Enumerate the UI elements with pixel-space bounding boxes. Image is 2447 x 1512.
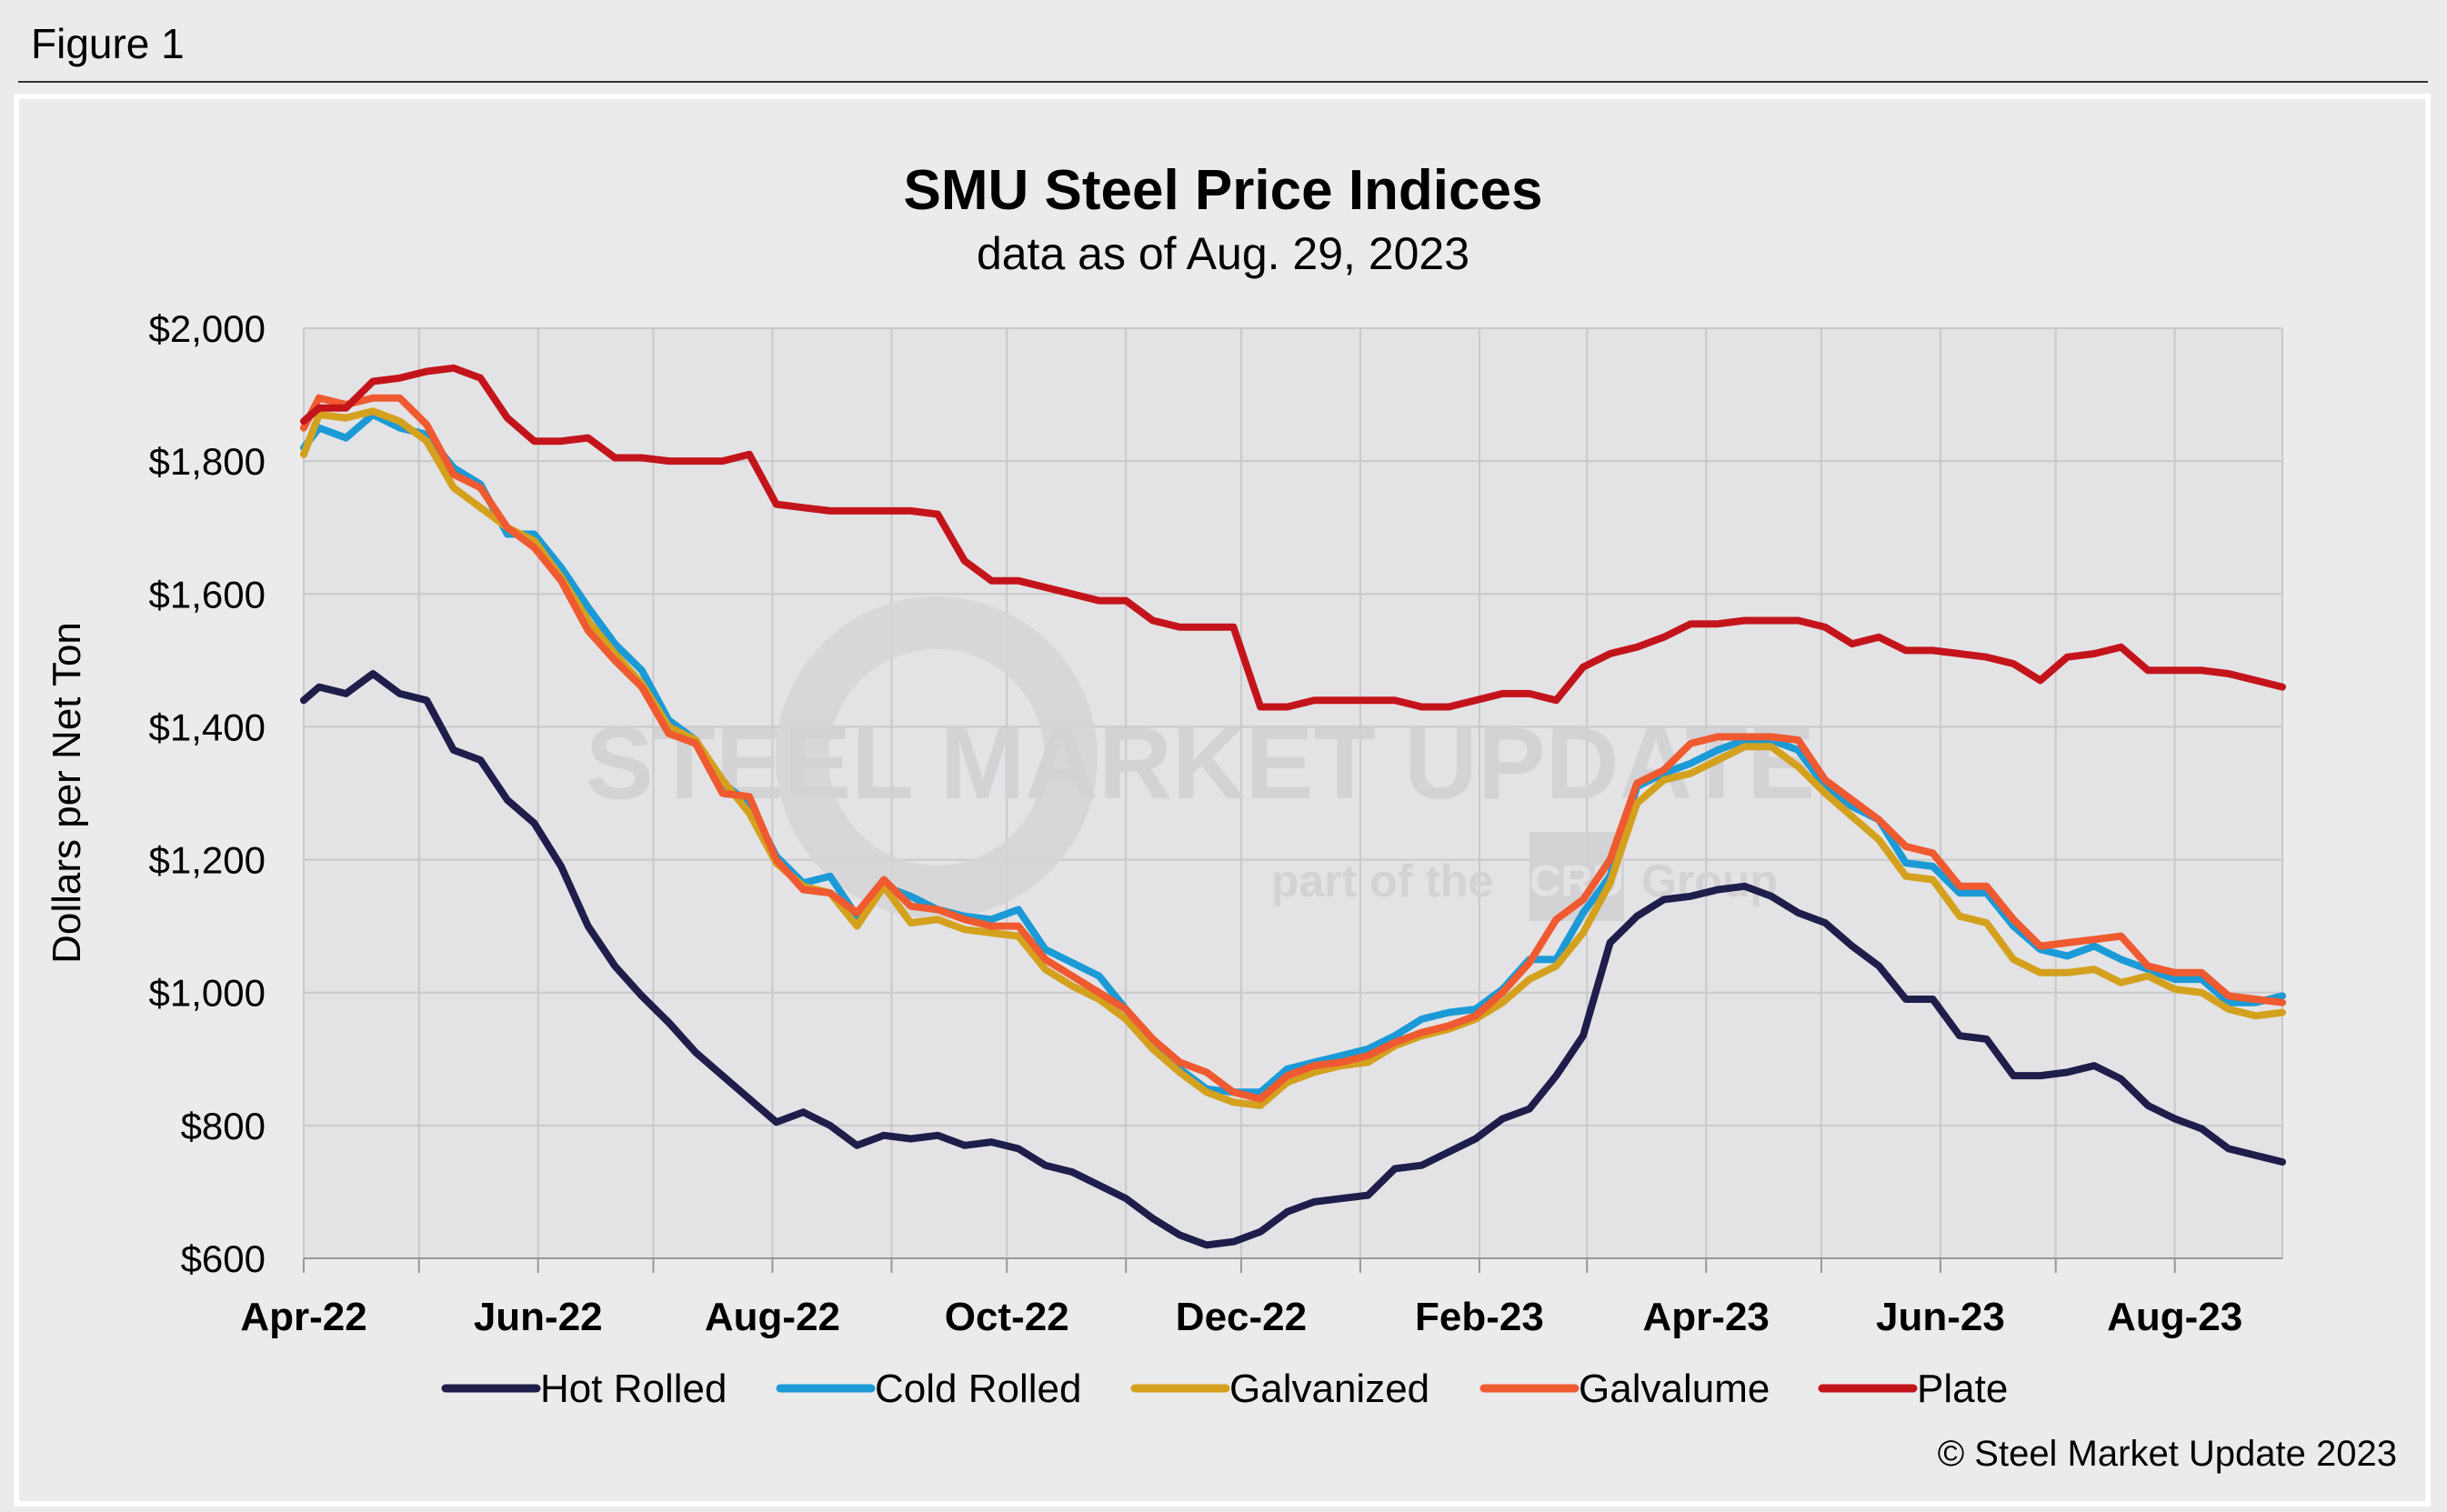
watermark: STEEL MARKET UPDATE part of the CRU Grou… <box>586 596 1815 921</box>
y-tick-label: $1,400 <box>149 706 266 748</box>
y-tick-label: $2,000 <box>149 307 266 350</box>
watermark-tagline-pre: part of the <box>1271 856 1493 906</box>
y-tick-label: $1,200 <box>149 839 266 882</box>
y-axis-label: Dollars per Net Ton <box>45 622 89 964</box>
y-tick-label: $800 <box>181 1105 266 1147</box>
x-tick-label: Feb-23 <box>1415 1295 1544 1339</box>
series-line-galvalume <box>300 394 2286 1103</box>
x-tick-label: Jun-23 <box>1876 1295 2005 1339</box>
y-tick-label: $1,600 <box>149 573 266 616</box>
x-tick-label: Dec-22 <box>1176 1295 1307 1339</box>
series-line-plate <box>300 364 2286 711</box>
plot-background <box>304 328 2282 1258</box>
plot-area: STEEL MARKET UPDATE part of the CRU Grou… <box>300 327 2286 1259</box>
watermark-brand: STEEL MARKET UPDATE <box>586 706 1815 820</box>
series-lines <box>300 364 2286 1249</box>
x-tick-label: Aug-23 <box>2107 1295 2242 1339</box>
x-tick-label: Apr-23 <box>1643 1295 1770 1339</box>
y-axis-ticks: $600 $800 $1,000 $1,200 $1,400 $1,600 $1,800 $2… <box>149 307 266 1280</box>
x-tick-label: Apr-22 <box>240 1295 366 1339</box>
figure-label: Figure 1 <box>31 20 185 67</box>
series-line-hot-rolled <box>300 670 2286 1249</box>
y-tick-label: $600 <box>181 1237 266 1280</box>
legend-label: Cold Rolled <box>875 1367 1081 1411</box>
y-tick-label: $1,800 <box>149 440 266 483</box>
legend-label: Plate <box>1917 1367 2008 1411</box>
legend-label: Galvalume <box>1579 1367 1770 1411</box>
y-tick-label: $1,000 <box>149 972 266 1015</box>
series-line-galvanized <box>300 407 2286 1109</box>
chart-title: SMU Steel Price Indices <box>904 159 1543 222</box>
legend-label: Galvanized <box>1229 1367 1429 1411</box>
legend-label: Hot Rolled <box>540 1367 727 1411</box>
watermark-ring <box>776 596 1098 918</box>
x-tick-label: Oct-22 <box>945 1295 1069 1339</box>
x-axis-ticks: Apr-22 Jun-22 Aug-22 Oct-22 Dec-22 Feb-23 Apr-… <box>240 1258 2242 1339</box>
copyright: © Steel Market Update 2023 <box>1938 1434 2397 1474</box>
x-tick-label: Aug-22 <box>705 1295 840 1339</box>
x-tick-label: Jun-22 <box>474 1295 603 1339</box>
chart-subtitle: data as of Aug. 29, 2023 <box>977 228 1469 279</box>
series-line-cold-rolled <box>300 411 2286 1096</box>
legend: Hot Rolled Cold Rolled Galvanized Galvalume… <box>441 1367 2008 1411</box>
